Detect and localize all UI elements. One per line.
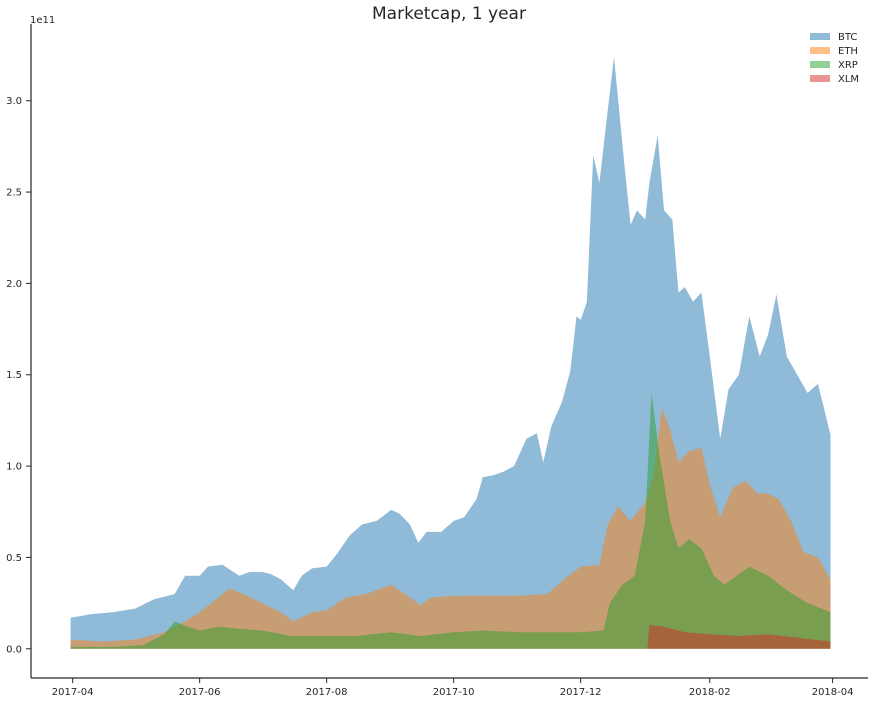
area-btc xyxy=(70,56,831,649)
y-tick-label: 1.0 xyxy=(6,462,22,473)
y-tick-label: 1.5 xyxy=(6,370,22,381)
x-tick-label: 2017-12 xyxy=(560,687,602,698)
x-tick-label: 2017-04 xyxy=(52,687,94,698)
x-tick-label: 2017-08 xyxy=(306,687,348,698)
legend-label-xlm: XLM xyxy=(838,74,859,85)
area-xrp xyxy=(70,393,831,649)
y-tick-label: 0.0 xyxy=(6,644,22,655)
x-tick-label: 2018-02 xyxy=(689,687,731,698)
x-tick-label: 2018-04 xyxy=(812,687,854,698)
x-tick-label: 2017-10 xyxy=(433,687,475,698)
chart-title: Marketcap, 1 year xyxy=(372,4,526,24)
x-tick-label: 2017-06 xyxy=(179,687,221,698)
x-axis-ticks: 2017-04 2017-06 2017-08 2017-10 2017-12 2018-… xyxy=(52,678,854,698)
legend: BTC ETH XRP XLM xyxy=(810,32,859,85)
legend-swatch-xrp xyxy=(810,61,830,68)
area-xlm xyxy=(70,625,831,649)
y-axis-ticks: 0.0 0.5 1.0 1.5 2.0 2.5 3.0 xyxy=(6,96,31,655)
legend-label-eth: ETH xyxy=(838,46,858,57)
y-tick-label: 0.5 xyxy=(6,553,22,564)
legend-label-xrp: XRP xyxy=(838,60,858,71)
y-offset-label: 1e11 xyxy=(30,15,55,26)
y-tick-label: 3.0 xyxy=(6,96,22,107)
series-areas xyxy=(70,56,831,649)
y-tick-label: 2.5 xyxy=(6,188,22,199)
legend-swatch-eth xyxy=(810,47,830,54)
y-tick-label: 2.0 xyxy=(6,279,22,290)
legend-swatch-btc xyxy=(810,33,830,40)
legend-label-btc: BTC xyxy=(838,32,857,43)
legend-swatch-xlm xyxy=(810,75,830,82)
